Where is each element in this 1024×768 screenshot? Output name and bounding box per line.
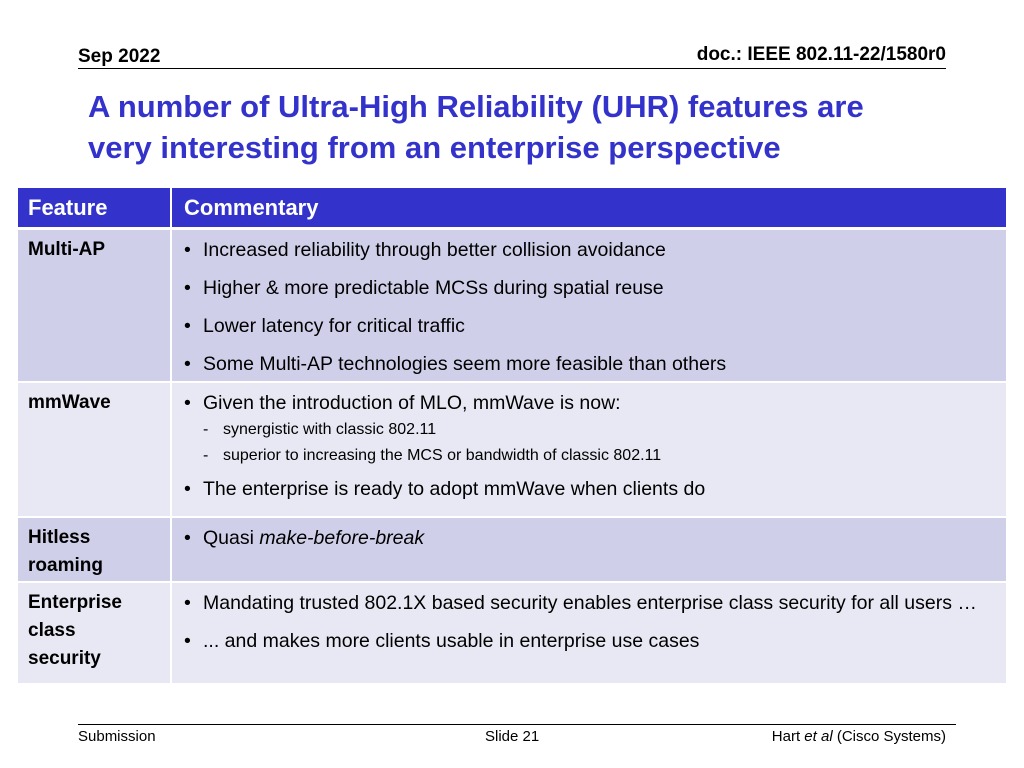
dash-icon: - (203, 447, 209, 464)
commentary-cell: • Mandating trusted 802.1X based securit… (172, 583, 1006, 683)
bullet-item: • The enterprise is ready to adopt mmWav… (184, 475, 992, 503)
bullet-item: • Increased reliability through better c… (184, 236, 992, 264)
commentary-cell: • Increased reliability through better c… (172, 230, 1006, 381)
dash-icon: - (203, 421, 209, 438)
bullet-item: • Higher & more predictable MCSs during … (184, 274, 992, 302)
bullet-icon: • (184, 353, 191, 375)
header-doc-id: doc.: IEEE 802.11-22/1580r0 (696, 44, 946, 65)
bullet-icon: • (184, 527, 191, 549)
bullet-item: • Lower latency for critical traffic (184, 312, 992, 340)
footer-author: Hart et al (Cisco Systems) (771, 728, 946, 745)
footer-rule (78, 724, 956, 725)
table-row: Hitless roaming • Quasi make-before-brea… (18, 518, 1006, 581)
bullet-item: • Mandating trusted 802.1X based securit… (184, 589, 992, 617)
table-row: Multi-AP • Increased reliability through… (18, 230, 1006, 381)
header-rule (78, 68, 946, 69)
title-line-1: A number of Ultra-High Reliability (UHR)… (88, 89, 864, 124)
bullet-icon: • (184, 315, 191, 337)
feature-table: Feature Commentary Multi-AP • Increased … (18, 188, 1006, 685)
table-row: mmWave • Given the introduction of MLO, … (18, 383, 1006, 516)
bullet-item: • Given the introduction of MLO, mmWave … (184, 389, 992, 417)
feature-cell: mmWave (18, 383, 172, 516)
footer-slide-number: Slide 21 (485, 728, 540, 745)
column-header-commentary: Commentary (184, 195, 319, 220)
bullet-icon: • (184, 392, 191, 414)
bullet-item: • Some Multi-AP technologies seem more f… (184, 350, 992, 378)
commentary-cell: • Quasi make-before-break (172, 518, 1006, 581)
feature-cell: Multi-AP (18, 230, 172, 381)
sub-bullet-item: - synergistic with classic 802.11 (203, 419, 992, 441)
bullet-icon: • (184, 478, 191, 500)
bullet-icon: • (184, 592, 191, 614)
sub-bullet-item: - superior to increasing the MCS or band… (203, 445, 992, 467)
bullet-item: • Quasi make-before-break (184, 524, 992, 552)
bullet-icon: • (184, 239, 191, 261)
header-date: Sep 2022 (78, 46, 161, 67)
bullet-item: • ... and makes more clients usable in e… (184, 627, 992, 655)
table-header: Feature Commentary (18, 188, 1006, 227)
footer-submission: Submission (78, 728, 156, 745)
bullet-icon: • (184, 630, 191, 652)
slide-title: A number of Ultra-High Reliability (UHR)… (88, 86, 968, 168)
title-line-2: very interesting from an enterprise pers… (88, 130, 781, 165)
commentary-cell: • Given the introduction of MLO, mmWave … (172, 383, 1006, 516)
feature-cell: Hitless roaming (18, 518, 172, 581)
bullet-icon: • (184, 277, 191, 299)
column-header-feature: Feature (18, 188, 172, 227)
feature-cell: Enterprise class security (18, 583, 172, 683)
table-row: Enterprise class security • Mandating tr… (18, 583, 1006, 683)
